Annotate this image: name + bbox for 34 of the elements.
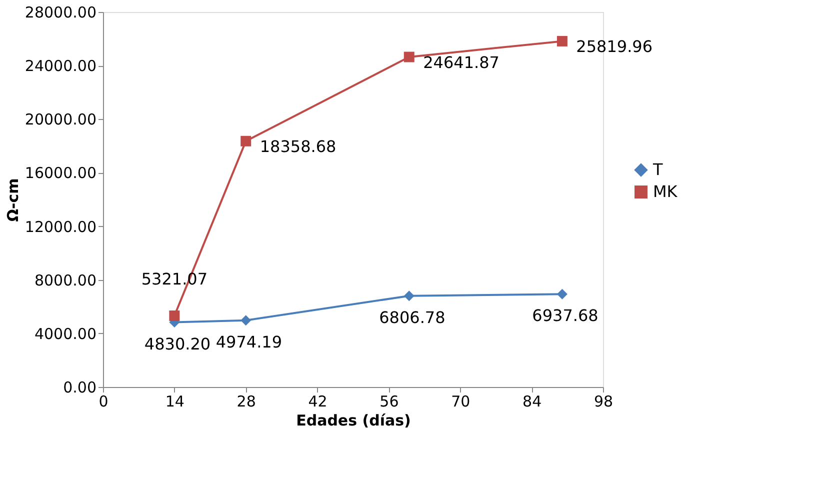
data-label: 4830.20: [144, 334, 211, 354]
point: [404, 290, 414, 302]
legend-label: MK: [653, 182, 678, 201]
point: [240, 136, 252, 146]
x-tick-label: 0: [98, 392, 108, 410]
x-tick-label: 70: [451, 392, 470, 410]
x-tick-label: 98: [594, 392, 614, 410]
data-label: 6806.78: [379, 308, 446, 327]
point: [556, 288, 568, 300]
x-tick-label: 56: [380, 392, 399, 410]
data-label: 6937.68: [532, 306, 598, 326]
y-tick-label: 12000.00: [24, 218, 96, 236]
point: [169, 310, 180, 321]
y-tick-label: 24000.00: [24, 57, 96, 76]
y-tick-label: 8000.00: [34, 271, 96, 290]
y-tick-label: 20000.00: [24, 110, 96, 129]
y-tick-label: 4000.00: [34, 324, 96, 343]
data-label: 24641.87: [423, 52, 500, 72]
x-tick-label: 28: [236, 392, 256, 410]
y-tick-label: 0.00: [63, 378, 96, 396]
x-tick-label: 84: [522, 392, 542, 410]
point: [556, 36, 568, 46]
x-axis-title: Edades (días): [296, 412, 411, 430]
point: [404, 52, 414, 62]
x-tick-label: 42: [308, 392, 328, 410]
data-label: 4974.19: [216, 332, 282, 352]
x-tick-label: 14: [165, 392, 184, 410]
y-tick-label: 28000.00: [24, 4, 96, 22]
data-label: 25819.96: [576, 37, 653, 56]
y-axis-title: Ω-cm: [4, 178, 22, 222]
point: [240, 315, 252, 326]
y-tick-label: 16000.00: [24, 164, 96, 182]
data-label: 18358.68: [260, 137, 336, 156]
legend-label: T: [652, 160, 663, 179]
